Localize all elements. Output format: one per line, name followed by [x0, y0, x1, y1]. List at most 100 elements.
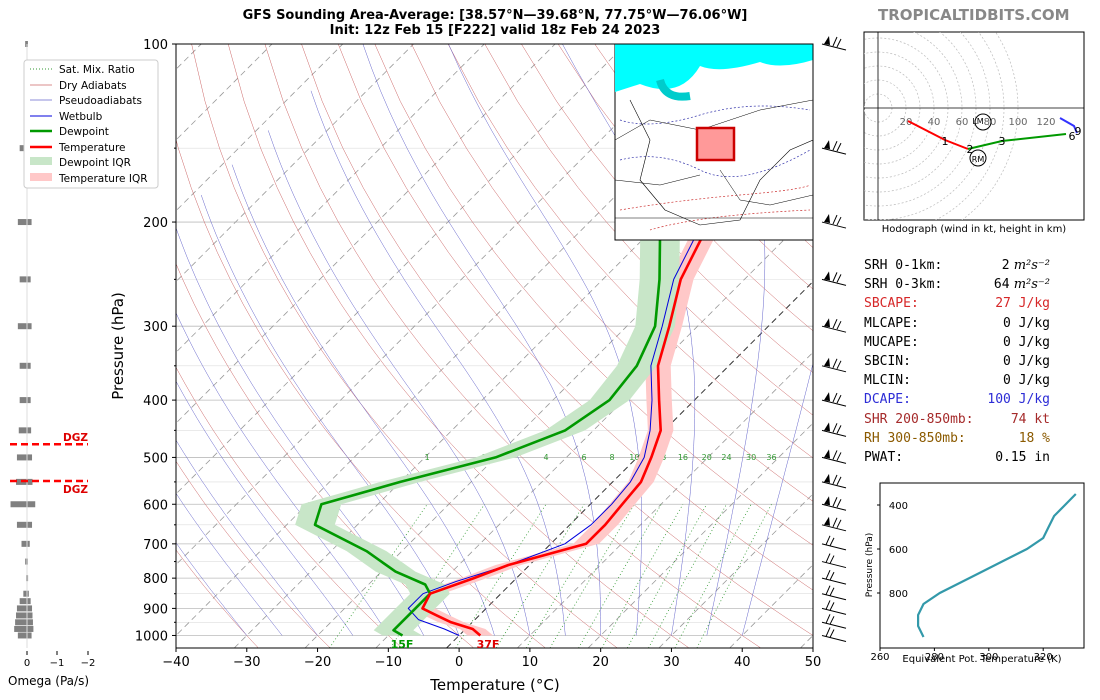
stat-label: SBCAPE:	[864, 296, 919, 312]
mixing-ratio-label: 6	[582, 453, 587, 462]
isotherm-line	[517, 351, 813, 648]
legend-wetbulb: Wetbulb	[59, 111, 103, 123]
stat-value: 0 J/kg	[1003, 333, 1050, 352]
dry-adiabat	[521, 44, 813, 374]
isotherm-line	[176, 44, 485, 353]
title-line-1: GFS Sounding Area-Average: [38.57°N—39.6…	[242, 8, 748, 23]
dry-adiabat	[594, 44, 813, 290]
dgz-label-top: DGZ	[63, 432, 88, 444]
omega-bar	[16, 454, 33, 461]
omega-bar	[19, 362, 31, 369]
hodograph: 20 40 60 80 100 120 1 2 3 6 9	[863, 31, 1085, 221]
stat-label: MLCIN:	[864, 373, 911, 389]
wind-barb	[821, 585, 847, 601]
wind-barb	[821, 627, 847, 642]
x-tick-label: −10	[375, 655, 402, 670]
stat-label: DCAPE:	[864, 392, 911, 408]
y-tick-label: 500	[143, 451, 168, 466]
omega-bar	[15, 619, 33, 626]
stat-value-number: 0 J/kg	[1003, 373, 1050, 389]
legend-dewpoint-iqr: Dewpoint IQR	[59, 157, 131, 169]
x-tick-label: 50	[805, 655, 822, 670]
dry-adiabat	[176, 263, 474, 648]
legend-sat-mix: Sat. Mix. Ratio	[59, 64, 135, 76]
wind-barb	[821, 553, 847, 569]
stat-row: MLCAPE: 0 J/kg	[864, 314, 1050, 333]
wind-barb	[821, 535, 847, 551]
stat-value-number: 18 %	[1018, 430, 1050, 446]
omega-bar	[23, 590, 29, 597]
theta-x-tick-label: 280	[925, 652, 944, 663]
stat-value-number: 0 J/kg	[1003, 334, 1050, 350]
hodograph-caption: Hodograph (wind in kt, height in km)	[881, 224, 1067, 235]
surface-temp-label: 37F	[477, 638, 500, 651]
x-tick-label: 10	[522, 655, 539, 670]
dewpoint-line	[313, 44, 713, 637]
omega-bar	[17, 219, 32, 226]
stat-value-number: 100 J/kg	[987, 392, 1050, 408]
stat-label: RH 300-850mb:	[864, 430, 966, 446]
stat-value: 2 m²s⁻²	[1002, 256, 1050, 275]
y-tick-label: 800	[143, 572, 168, 587]
omega-bar	[17, 323, 32, 330]
legend-pseudoadiabats: Pseudoadiabats	[59, 95, 142, 107]
omega-bar	[10, 501, 36, 508]
stat-label: SHR 200-850mb:	[864, 411, 974, 427]
x-tick-label: 20	[592, 655, 609, 670]
stat-row: DCAPE: 100 J/kg	[864, 390, 1050, 409]
stat-value: 0.15 in	[995, 448, 1050, 467]
hodo-segment-0-3km	[907, 120, 969, 150]
isotherm-line	[176, 44, 556, 424]
theta-y-tick-label: 800	[889, 589, 908, 600]
stat-value-number: 27 J/kg	[995, 296, 1050, 312]
y-tick-label: 200	[143, 216, 168, 231]
legend: Sat. Mix. Ratio Dry Adiabats Pseudoadiab…	[23, 59, 159, 189]
dry-adiabat	[176, 460, 331, 648]
mixing-ratio-label: 24	[721, 453, 731, 462]
wind-barb	[821, 271, 847, 286]
stat-value-number: 64	[993, 277, 1010, 293]
stat-label: SRH 0-3km:	[864, 277, 943, 293]
mixing-ratio-line	[578, 504, 662, 648]
stat-row: MLCIN: 0 J/kg	[864, 371, 1050, 390]
stat-label: SBCIN:	[864, 354, 911, 370]
y-tick-label: 400	[143, 394, 168, 409]
mixing-ratio-label: 16	[678, 453, 688, 462]
wind-barb	[821, 449, 847, 464]
isotherm-line	[176, 44, 627, 495]
hodo-ring-label: 60	[956, 117, 969, 128]
stat-value: 0 J/kg	[1003, 371, 1050, 390]
stat-value: 0 J/kg	[1003, 314, 1050, 333]
pseudoadiabat	[310, 90, 566, 636]
hodo-lm-label: LM	[972, 117, 983, 126]
mixing-ratio-label: 4	[543, 453, 548, 462]
stat-row: SHR 200-850mb: 74 kt	[864, 410, 1050, 429]
isotherm-line	[176, 44, 414, 283]
theta-frame	[879, 482, 1085, 649]
legend-temperature-iqr: Temperature IQR	[58, 173, 148, 185]
pseudoadiabat	[176, 380, 354, 636]
isotherm-line	[375, 210, 813, 648]
stat-row: RH 300-850mb: 18 %	[864, 429, 1050, 448]
mixing-ratio-line	[495, 504, 585, 648]
mixing-ratio-label: 10	[629, 453, 639, 462]
stat-row: PWAT: 0.15 in	[864, 448, 1050, 467]
hodo-ring-label: 40	[928, 117, 941, 128]
hodo-rm-marker	[969, 149, 987, 167]
hodo-lm-marker	[974, 113, 992, 131]
stat-value-number: 0 J/kg	[1003, 354, 1050, 370]
isotherm-line	[176, 44, 344, 212]
stat-label: MUCAPE:	[864, 334, 919, 350]
hodo-height-label: 1	[942, 135, 949, 148]
wind-barb	[821, 318, 847, 333]
x-tick-label: 40	[734, 655, 751, 670]
surface-dewpoint-label: 15F	[391, 638, 414, 651]
stat-label: SRH 0-1km:	[864, 258, 943, 273]
isotherm-line	[658, 493, 813, 648]
y-tick-label: 100	[143, 38, 168, 53]
stat-label: MLCAPE:	[864, 315, 919, 331]
pseudoadiabat	[231, 164, 495, 636]
inset-map	[614, 43, 814, 241]
stat-row: SRH 0-3km: 64 m²s⁻²	[864, 275, 1050, 294]
hodo-height-label: 9	[1075, 125, 1082, 138]
